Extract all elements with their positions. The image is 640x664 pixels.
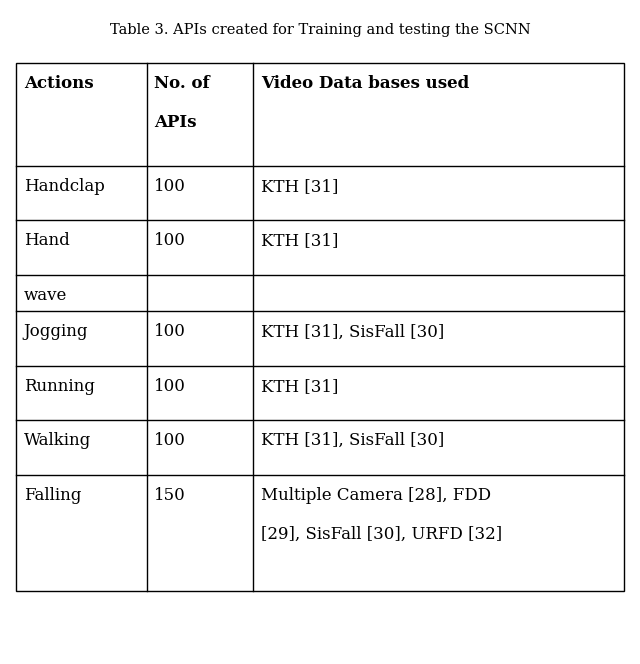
Text: wave: wave: [24, 287, 67, 304]
Text: Falling: Falling: [24, 487, 81, 504]
Text: Table 3. APIs created for Training and testing the SCNN: Table 3. APIs created for Training and t…: [109, 23, 531, 37]
Text: Running: Running: [24, 378, 95, 395]
Text: KTH [31]: KTH [31]: [261, 178, 338, 195]
Text: 100: 100: [154, 178, 186, 195]
Text: KTH [31], SisFall [30]: KTH [31], SisFall [30]: [261, 432, 444, 450]
Text: Multiple Camera [28], FDD

[29], SisFall [30], URFD [32]: Multiple Camera [28], FDD [29], SisFall …: [261, 487, 502, 543]
Text: No. of

APIs: No. of APIs: [154, 75, 210, 131]
Text: 100: 100: [154, 232, 186, 250]
Text: Walking: Walking: [24, 432, 91, 450]
Text: Video Data bases used: Video Data bases used: [261, 75, 469, 92]
Text: KTH [31]: KTH [31]: [261, 378, 338, 395]
Text: 150: 150: [154, 487, 186, 504]
Text: 100: 100: [154, 432, 186, 450]
Text: 100: 100: [154, 323, 186, 341]
Text: KTH [31]: KTH [31]: [261, 232, 338, 250]
Text: 100: 100: [154, 378, 186, 395]
Text: Jogging: Jogging: [24, 323, 88, 341]
Text: Hand: Hand: [24, 232, 69, 250]
Text: KTH [31], SisFall [30]: KTH [31], SisFall [30]: [261, 323, 444, 341]
Text: Handclap: Handclap: [24, 178, 104, 195]
Text: Actions: Actions: [24, 75, 93, 92]
